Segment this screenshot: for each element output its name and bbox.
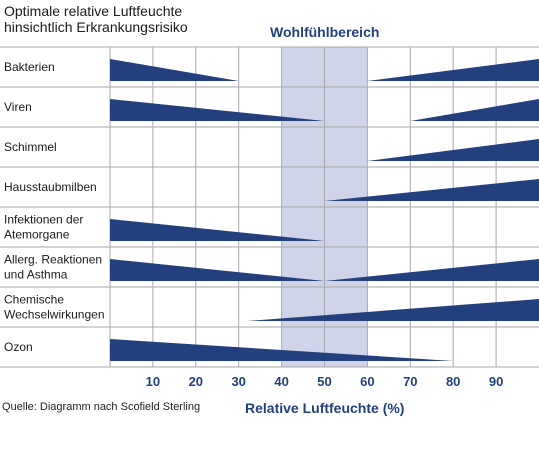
chart-title: Optimale relative Luftfeuchte hinsichtli… xyxy=(4,3,188,35)
row-label: Schimmel xyxy=(4,140,57,154)
risk-wedge xyxy=(367,59,539,81)
x-tick-label: 40 xyxy=(274,374,288,389)
risk-wedge xyxy=(110,59,239,81)
row-label: Bakterien xyxy=(4,60,55,74)
x-tick-label: 60 xyxy=(360,374,374,389)
risk-wedge xyxy=(110,339,454,361)
row-label: Viren xyxy=(4,100,32,114)
x-tick-label: 30 xyxy=(231,374,245,389)
row-label: Allerg. Reaktionen und Asthma xyxy=(4,253,102,282)
chart-title-line2: hinsichtlich Erkrankungsrisiko xyxy=(4,19,188,35)
x-tick-label: 20 xyxy=(189,374,203,389)
comfort-zone-label: Wohlfühlbereich xyxy=(270,24,380,40)
risk-wedge xyxy=(110,259,325,281)
chart-title-line1: Optimale relative Luftfeuchte xyxy=(4,3,183,19)
risk-wedge xyxy=(324,179,539,201)
risk-wedge xyxy=(110,99,325,121)
row-label: Infektionen der Atemorgane xyxy=(4,213,83,242)
x-axis-label: Relative Luftfeuchte (%) xyxy=(245,400,405,416)
risk-wedge xyxy=(247,299,539,321)
x-tick-label: 80 xyxy=(446,374,460,389)
row-label: Chemische Wechselwirkungen xyxy=(4,293,105,322)
risk-wedge xyxy=(410,99,539,121)
x-tick-label: 10 xyxy=(146,374,160,389)
row-label: Hausstaubmilben xyxy=(4,180,97,194)
x-tick-label: 90 xyxy=(489,374,503,389)
source-note: Quelle: Diagramm nach Scofield Sterling xyxy=(2,401,201,413)
risk-wedge xyxy=(324,259,539,281)
row-label: Ozon xyxy=(4,340,33,354)
risk-wedge xyxy=(367,139,539,161)
x-tick-label: 70 xyxy=(403,374,417,389)
risk-wedge xyxy=(110,219,325,241)
x-tick-label: 50 xyxy=(317,374,331,389)
